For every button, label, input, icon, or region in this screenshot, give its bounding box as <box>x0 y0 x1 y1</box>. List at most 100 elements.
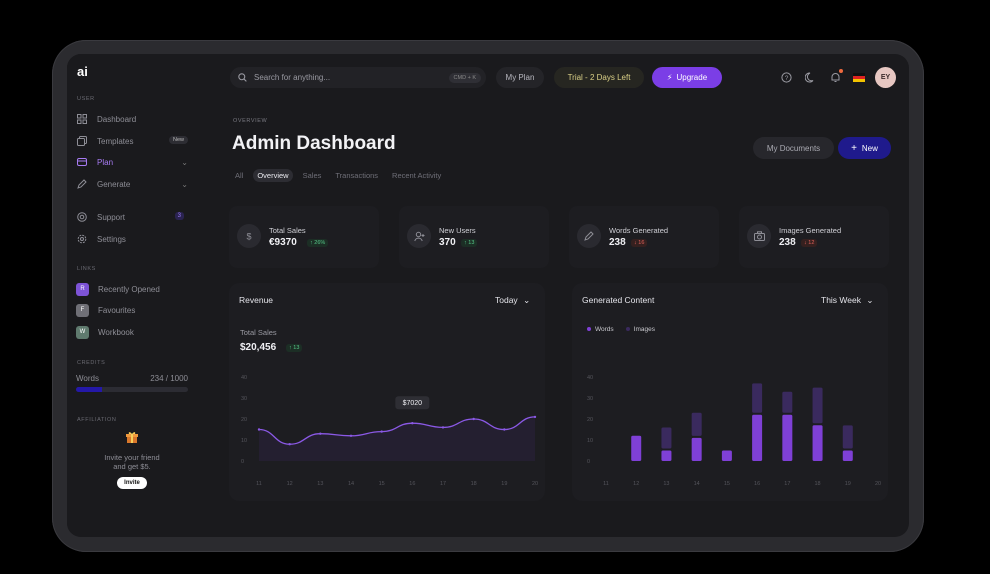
stat-card-total-sales[interactable]: $ Total Sales €9370 ↑ 26% <box>229 206 379 268</box>
section-label-user: USER <box>77 96 95 102</box>
avatar[interactable]: EY <box>875 67 896 88</box>
dollar-icon: $ <box>237 224 261 248</box>
x-tick-label: 14 <box>694 481 700 487</box>
revenue-panel: Revenue Today ⌄ Total Sales $20,456 ↑ 13… <box>229 283 545 501</box>
link-label: Recently Opened <box>98 284 160 294</box>
stat-card-new-users[interactable]: New Users 370 ↑ 13 <box>399 206 549 268</box>
sidebar-item-label: Settings <box>97 234 126 244</box>
svg-text:?: ? <box>784 75 788 82</box>
y-tick-label: 40 <box>241 375 247 381</box>
bar-words <box>691 437 702 461</box>
link-workbook[interactable]: W Workbook <box>76 325 188 339</box>
generated-content-chart: 0 10 20 30 40 11 12 13 14 15 16 17 18 19 20 <box>587 375 881 487</box>
bar-words <box>812 425 823 461</box>
app-window: ai USER Dashboard Templates New Plan ⌄ G… <box>67 54 909 537</box>
revenue-point <box>319 432 322 435</box>
link-favourites[interactable]: F Favourites <box>76 303 188 317</box>
bar-words <box>631 435 642 461</box>
tab-all[interactable]: All <box>235 171 244 180</box>
panel-title: Generated Content <box>582 295 655 305</box>
search-input[interactable]: Search for anything... <box>254 73 331 82</box>
stat-value: 238 <box>779 237 796 248</box>
affiliation-card: Invite your friend and get $5. Invite <box>76 430 188 505</box>
x-tick-label: 12 <box>633 481 639 487</box>
tab-sales[interactable]: Sales <box>302 171 322 180</box>
sidebar-item-label: Templates <box>97 136 134 146</box>
sidebar-item-generate[interactable]: Generate ⌄ <box>76 177 188 191</box>
credits-label: Words <box>76 374 99 383</box>
credits-progress-fill <box>76 387 103 392</box>
affiliation-text: Invite your friend and get $5. <box>104 453 160 471</box>
period-dropdown[interactable]: Today ⌄ <box>495 295 530 306</box>
revenue-point <box>288 443 291 446</box>
revenue-area <box>259 416 535 461</box>
stat-change-badge: ↑ 13 <box>461 239 478 247</box>
link-avatar: W <box>76 325 89 339</box>
y-tick-label: 20 <box>241 417 247 423</box>
sidebar-item-settings[interactable]: Settings <box>76 232 188 246</box>
search-icon <box>238 69 247 87</box>
link-avatar: R <box>76 282 89 296</box>
stat-change-badge: ↓ 12 <box>801 239 818 247</box>
tab-transactions[interactable]: Transactions <box>335 171 379 180</box>
chart-legend: Words Images <box>587 326 655 333</box>
revenue-point <box>503 428 506 431</box>
pen-icon <box>76 179 87 190</box>
new-button[interactable]: + New <box>838 137 891 159</box>
x-tick-label: 13 <box>663 481 669 487</box>
app-logo[interactable]: ai <box>77 64 88 79</box>
sidebar-item-dashboard[interactable]: Dashboard <box>76 112 188 126</box>
stat-card-words-generated[interactable]: Words Generated 238 ↓ 16 <box>569 206 719 268</box>
upgrade-button[interactable]: ⚡ Upgrade <box>652 67 722 88</box>
grid-icon <box>76 114 87 125</box>
x-tick-label: 18 <box>814 481 820 487</box>
section-label-credits: CREDITS <box>77 360 106 366</box>
tab-recent-activity[interactable]: Recent Activity <box>392 171 442 180</box>
moon-icon[interactable] <box>804 71 816 83</box>
my-documents-button[interactable]: My Documents <box>753 137 834 159</box>
stat-card-images-generated[interactable]: Images Generated 238 ↓ 12 <box>739 206 889 268</box>
x-tick-label: 13 <box>317 481 323 487</box>
y-tick-label: 20 <box>587 417 593 423</box>
panel-title: Revenue <box>239 295 274 305</box>
upgrade-label: Upgrade <box>676 73 708 82</box>
sidebar-item-templates[interactable]: Templates New <box>76 134 188 148</box>
total-sales-value: $20,456 <box>240 342 277 353</box>
chevron-down-icon[interactable]: ⌄ <box>181 179 188 189</box>
x-tick-label: 11 <box>603 481 609 487</box>
tab-overview[interactable]: Overview <box>253 169 293 182</box>
trial-badge[interactable]: Trial - 2 Days Left <box>554 67 644 88</box>
sidebar-item-plan[interactable]: Plan ⌄ <box>76 155 188 169</box>
page-overline: OVERVIEW <box>233 118 268 124</box>
revenue-point <box>472 417 475 421</box>
y-tick-label: 0 <box>587 459 590 465</box>
x-tick-label: 17 <box>440 481 446 487</box>
tooltip-label: $7020 <box>403 400 423 407</box>
bar-words <box>752 414 763 461</box>
x-tick-label: 19 <box>501 481 507 487</box>
plan-icon <box>76 157 87 168</box>
help-icon[interactable]: ? <box>780 71 792 83</box>
chevron-down-icon[interactable]: ⌄ <box>181 157 188 167</box>
flag-icon[interactable] <box>853 71 865 83</box>
stat-label: Total Sales <box>269 226 306 235</box>
search-bar[interactable]: Search for anything... CMD + K <box>230 67 486 88</box>
x-tick-label: 12 <box>287 481 293 487</box>
bar-images <box>812 387 823 424</box>
x-tick-label: 11 <box>256 481 262 487</box>
bar-images <box>782 391 793 413</box>
sidebar-item-label: Plan <box>97 157 114 167</box>
sidebar-item-support[interactable]: Support 3 <box>76 210 188 224</box>
period-dropdown[interactable]: This Week ⌄ <box>821 295 874 306</box>
invite-button[interactable]: Invite <box>117 477 147 489</box>
bell-icon[interactable] <box>829 71 841 83</box>
link-recently-opened[interactable]: R Recently Opened <box>76 282 188 296</box>
my-plan-button[interactable]: My Plan <box>496 67 544 88</box>
revenue-chart: 0 10 20 30 40 11 12 13 14 15 16 17 18 19 20 $7020 <box>241 375 538 487</box>
bar-images <box>691 412 702 436</box>
x-tick-label: 16 <box>754 481 760 487</box>
gift-icon <box>126 432 138 443</box>
credits-progress-bar <box>76 387 188 392</box>
revenue-line <box>258 416 536 445</box>
stat-label: New Users <box>439 226 476 235</box>
